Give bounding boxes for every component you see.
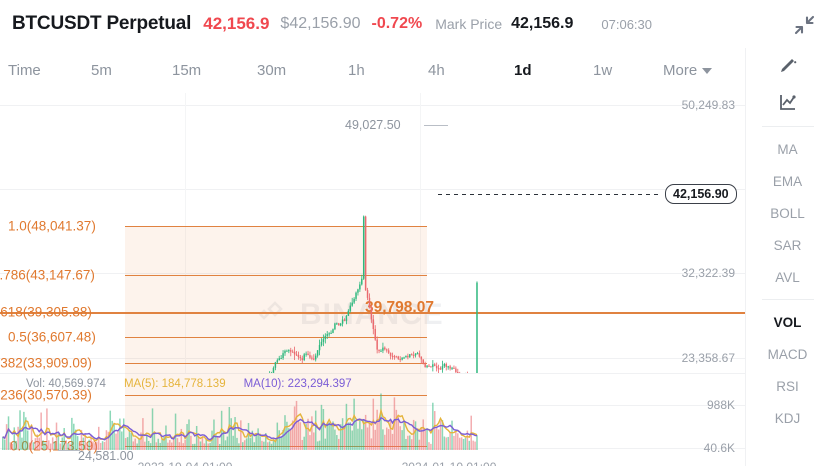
- support-level-line: [0, 312, 745, 314]
- sidebar-item-macd[interactable]: MACD: [767, 346, 808, 362]
- gridline: [0, 105, 745, 106]
- tab-1d[interactable]: 1d: [514, 62, 532, 79]
- usd-price: $42,156.90: [280, 15, 361, 32]
- price-axis-tick: 32,322.39: [681, 266, 735, 280]
- chart-canvas[interactable]: 50,249.83 32,322.39 23,358.67 988K 40.6K…: [0, 93, 745, 466]
- sidebar-item-vol[interactable]: VOL: [773, 314, 802, 330]
- fib-label-0.5: 0.5(36,607.48): [8, 329, 96, 345]
- indicator-sidebar: MA EMA BOLL SAR AVL VOL MACD RSI KDJ: [745, 48, 829, 466]
- collapse-arrows-icon[interactable]: [793, 14, 815, 36]
- indicator-chart-icon[interactable]: [746, 84, 829, 120]
- sidebar-item-ma[interactable]: MA: [777, 141, 798, 157]
- change-percent: -0.72%: [371, 15, 423, 32]
- fibonacci-retracement-box[interactable]: [125, 226, 427, 446]
- mark-price-label: Mark Price: [435, 16, 503, 32]
- gridline: [185, 93, 186, 373]
- tab-15m[interactable]: 15m: [172, 62, 202, 79]
- volume-axis-tick: 988K: [706, 398, 735, 412]
- sidebar-divider: [761, 126, 814, 127]
- tab-5m[interactable]: 5m: [91, 62, 112, 79]
- volume-axis-tick: 40.6K: [703, 441, 735, 455]
- tab-4h[interactable]: 4h: [428, 62, 445, 79]
- fib-line-0.786: [125, 275, 427, 277]
- panel-divider: [0, 373, 745, 374]
- gridline: [0, 358, 745, 359]
- last-price: 42,156.9: [203, 14, 270, 33]
- price-axis-tick: 50,249.83: [681, 98, 735, 112]
- sidebar-item-boll[interactable]: BOLL: [770, 205, 805, 221]
- gridline: [0, 448, 745, 449]
- support-price-label: 39,798.07: [365, 299, 434, 316]
- symbol-title: BTCUSDT Perpetual: [12, 13, 192, 34]
- gridline: [0, 405, 745, 406]
- tab-1w[interactable]: 1w: [593, 62, 613, 79]
- mark-price-value: 42,156.9: [511, 15, 574, 32]
- fib-label-0.382: 0.382(33,909.09): [0, 355, 92, 371]
- tab-1h[interactable]: 1h: [348, 62, 365, 79]
- sidebar-item-sar[interactable]: SAR: [773, 237, 802, 253]
- timeframe-bar: Time 5m 15m 30m 1h 4h 1d 1w More: [0, 48, 745, 93]
- volume-value: Vol: 40,569.974: [26, 378, 106, 390]
- gridline: [0, 189, 745, 190]
- fib-line-0.236: [125, 395, 427, 397]
- gridline: [0, 273, 745, 274]
- swing-high-label: 49,027.50: [345, 118, 401, 132]
- sidebar-item-kdj[interactable]: KDJ: [774, 410, 801, 426]
- current-price-badge: 42,156.90: [665, 184, 737, 204]
- candlestick-series: [269, 215, 478, 373]
- fib-line-1.0: [125, 226, 427, 228]
- fib-label-0.236: 0.236(30,570.39): [0, 387, 92, 403]
- tab-more[interactable]: More: [663, 62, 713, 79]
- price-axis-tick: 23,358.67: [681, 351, 735, 365]
- volume-ma10-value: MA(10): 223,294.397: [243, 378, 352, 390]
- fib-line-0.5: [125, 337, 427, 339]
- x-axis-tick: 2024-01-10 01:00: [402, 460, 497, 466]
- volume-legend: Vol: 40,569.974 MA(5): 184,778.139 MA(10…: [26, 378, 352, 390]
- sidebar-item-ema[interactable]: EMA: [772, 173, 803, 189]
- swing-low-label: 24,581.00: [78, 449, 134, 463]
- more-label: More: [663, 62, 698, 79]
- swing-low-leader: [58, 450, 80, 451]
- draw-tools-icon[interactable]: [746, 48, 829, 84]
- fib-label-0.618: 0.618(39,305.88): [0, 304, 92, 320]
- fib-label-0.786: 0.786(43,147.67): [0, 267, 95, 283]
- tab-30m[interactable]: 30m: [257, 62, 287, 79]
- clock-time: 07:06:30: [601, 16, 652, 32]
- volume-series: [2, 393, 478, 450]
- sidebar-item-avl[interactable]: AVL: [775, 269, 800, 285]
- sidebar-divider: [761, 299, 814, 300]
- swing-high-leader: [424, 125, 448, 126]
- sidebar-item-rsi[interactable]: RSI: [776, 378, 799, 394]
- gridline: [420, 93, 421, 373]
- current-price-line: [438, 194, 660, 195]
- fib-label-1.0: 1.0(48,041.37): [8, 218, 96, 234]
- x-axis-tick: 2023-10-04 01:00: [138, 460, 233, 466]
- volume-ma5-value: MA(5): 184,778.139: [123, 378, 226, 390]
- chevron-down-icon: [702, 67, 713, 74]
- tab-time[interactable]: Time: [8, 62, 41, 79]
- market-header: BTCUSDT Perpetual 42,156.9 $42,156.90 -0…: [0, 0, 829, 48]
